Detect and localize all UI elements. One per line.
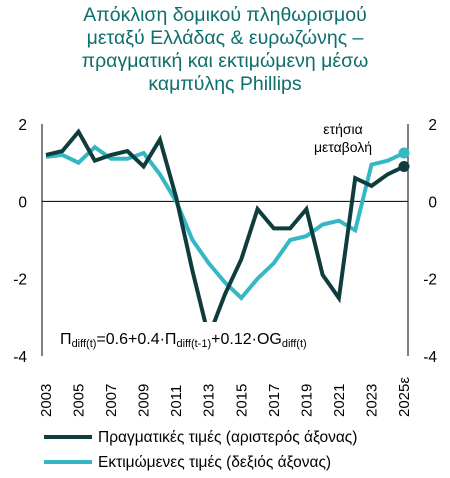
x-tick-label: 2013 [201, 384, 218, 417]
legend-label-estimated: Εκτιμώμενες τιμές (δεξιός άξονας) [98, 454, 332, 471]
legend-actual: Πραγματικές τιμές (αριστερός άξονας) [44, 429, 357, 447]
formula-part-1: Π [60, 331, 72, 348]
title-line-2: μεταξύ Ελλάδας & ευρωζώνης – [86, 27, 364, 49]
annotation-line-1: ετήσια [323, 121, 362, 137]
formula-part-2: =0.6+0.4·Π [96, 331, 176, 348]
formula-sub-2: diff(t-1) [176, 338, 211, 350]
x-tick-label: 2009 [136, 384, 153, 417]
x-tick-label: 2007 [103, 384, 120, 417]
left-y-tick-label: -2 [13, 272, 27, 289]
legend-estimated: Εκτιμώμενες τιμές (δεξιός άξονας) [44, 454, 331, 472]
series-line-actual [45, 128, 405, 344]
left-y-tick-label: 2 [18, 117, 27, 134]
left-y-tick-label: 0 [18, 194, 27, 211]
title-line-4: καμπύλης Phillips [148, 73, 302, 95]
legend-swatch-actual [44, 434, 92, 439]
right-y-tick-label: -4 [423, 349, 437, 366]
formula-sub-1: diff(t) [72, 338, 97, 350]
x-tick-label: 2005 [71, 384, 88, 417]
title-line-3: πραγματική και εκτιμώμενη μέσω [81, 50, 369, 72]
endpoint-marker-actual [398, 161, 410, 173]
x-tick-label: 2011 [168, 385, 185, 417]
x-tick-label: 2015 [233, 384, 250, 417]
formula-box [52, 322, 362, 354]
x-tick-label: 2003 [38, 384, 55, 417]
formula-sub-3: diff(t) [282, 338, 307, 350]
annotation-line-2: μεταβολή [314, 139, 372, 155]
legend-swatch-estimated [44, 459, 92, 464]
x-axis-ticks: 2003 2005 2007 2009 2011 2013 2015 2017 2019 2021… [38, 377, 413, 417]
formula-text: Πdiff(t)=0.6+0.4·Πdiff(t-1)+0.12·OGdiff(… [60, 331, 307, 350]
x-tick-label: 2025ε [396, 377, 413, 417]
left-y-tick-label: -4 [13, 349, 27, 366]
title-line-1: Απόκλιση δομικού πληθωρισμού [83, 4, 367, 26]
legend-label-actual: Πραγματικές τιμές (αριστερός άξονας) [98, 429, 358, 446]
right-y-tick-label: 0 [428, 194, 437, 211]
x-tick-label: 2019 [298, 384, 315, 417]
chart-axes [41, 124, 409, 356]
x-tick-label: 2021 [331, 384, 348, 417]
chart-title: Απόκλιση δομικού πληθωρισμού μεταξύ Ελλά… [0, 4, 450, 96]
formula-part-3: +0.12·OG [211, 331, 282, 348]
right-y-tick-label: 2 [428, 117, 437, 134]
series-layer [45, 128, 410, 344]
x-tick-label: 2023 [363, 384, 380, 417]
right-y-axis-ticks: 2 0 -2 -4 [423, 117, 437, 366]
right-y-tick-label: -2 [423, 272, 437, 289]
left-y-axis-ticks: 2 0 -2 -4 [13, 117, 27, 366]
x-tick-label: 2017 [266, 384, 283, 417]
endpoint-marker-estimated [398, 147, 410, 159]
